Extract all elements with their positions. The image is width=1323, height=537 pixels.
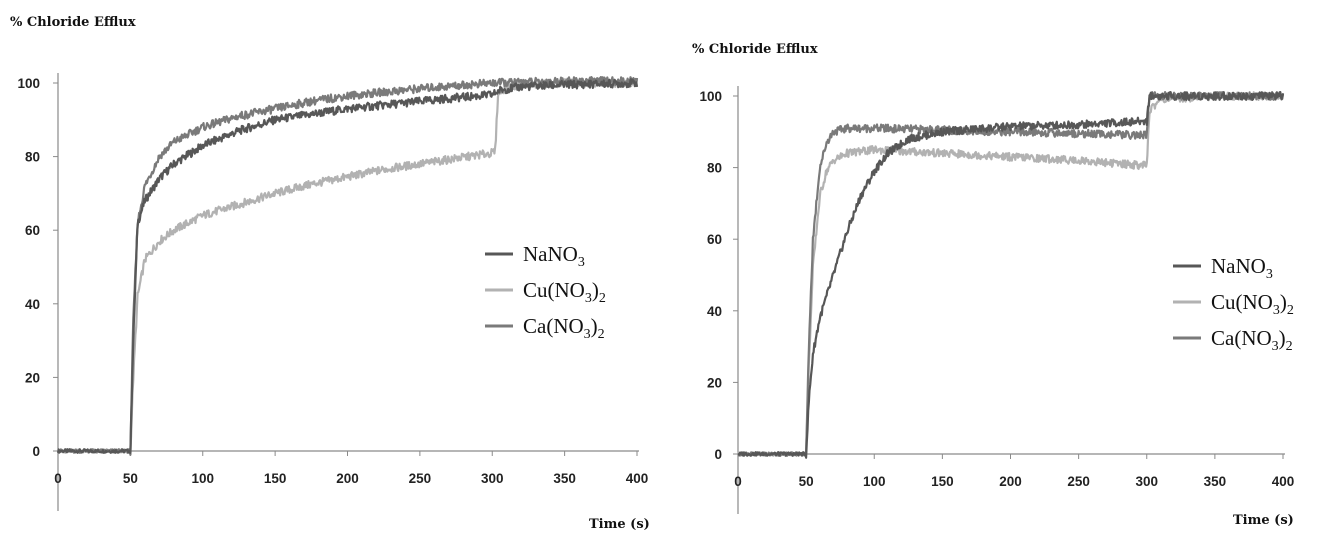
x-tick-label: 250: [409, 471, 432, 486]
x-tick-label: 200: [999, 474, 1022, 489]
x-tick-label: 150: [264, 471, 287, 486]
y-tick-label: 20: [707, 375, 722, 390]
y-axis-label: % Chloride Efflux: [10, 15, 136, 30]
x-tick-label: 50: [799, 474, 814, 489]
x-tick-label: 400: [626, 471, 649, 486]
y-axis-label: % Chloride Efflux: [692, 42, 818, 57]
x-tick-label: 0: [54, 471, 62, 486]
series-line-nano3: [737, 91, 1285, 459]
x-axis-label: Time (s): [1233, 513, 1294, 528]
y-tick-label: 40: [707, 304, 722, 319]
y-tick-label: 0: [714, 447, 722, 462]
x-tick-label: 0: [734, 474, 742, 489]
y-tick-label: 100: [17, 76, 40, 91]
left-chart-panel: % Chloride Efflux Time (s) 0 20 40 60 80 100 0 50…: [10, 15, 650, 532]
y-tick-label: 40: [25, 297, 40, 312]
x-axis-label: Time (s): [589, 517, 650, 532]
y-tick-label: 60: [25, 223, 40, 238]
legend-entry: Ca(NO3)2: [523, 314, 605, 342]
x-tick-label: 350: [553, 471, 576, 486]
legend-entry: Cu(NO3)2: [523, 278, 606, 306]
x-tick-label: 300: [481, 471, 504, 486]
series-line-nano3: [56, 78, 639, 454]
y-tick-label: 100: [699, 89, 722, 104]
legend-entry: Ca(NO3)2: [1211, 326, 1293, 354]
x-tick-label: 200: [336, 471, 359, 486]
x-tick-label: 300: [1135, 474, 1158, 489]
x-tick-label: 400: [1272, 474, 1295, 489]
x-tick-label: 250: [1067, 474, 1090, 489]
y-tick-label: 0: [32, 444, 40, 459]
x-tick-label: 150: [931, 474, 954, 489]
series-line-cuno3-2: [736, 91, 1284, 457]
legend-entry: NaNO3: [523, 242, 585, 270]
x-tick-label: 100: [863, 474, 886, 489]
legend-entry: Cu(NO3)2: [1211, 290, 1294, 318]
x-tick-label: 100: [191, 471, 214, 486]
series-line-cano3-2: [737, 91, 1285, 457]
x-tick-label: 350: [1204, 474, 1227, 489]
y-tick-label: 80: [707, 161, 722, 176]
x-tick-label: 50: [123, 471, 138, 486]
y-tick-label: 60: [707, 232, 722, 247]
y-tick-label: 80: [25, 150, 40, 165]
legend-entry: NaNO3: [1211, 254, 1273, 282]
y-tick-label: 20: [25, 370, 40, 385]
right-chart-panel: % Chloride Efflux Time (s) 0 20 40 60 80 100 0 50…: [692, 42, 1294, 528]
